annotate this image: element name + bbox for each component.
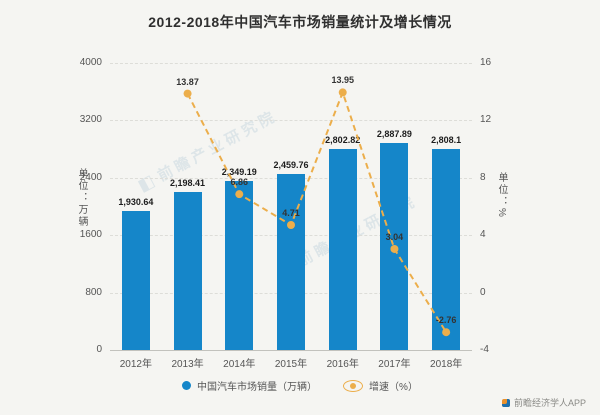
chart-title: 2012-2018年中国汽车市场销量统计及增长情况: [148, 14, 452, 30]
legend-label: 中国汽车市场销量（万辆）: [197, 382, 318, 393]
x-axis-label: 2018年: [430, 359, 463, 370]
y-axis-tick-left: 4000: [79, 57, 102, 68]
y-axis-tick-left: 1600: [79, 229, 102, 241]
right-axis-unit-label: 单位：%: [496, 172, 507, 219]
line-point-label: 4.71: [282, 208, 300, 218]
left-axis-unit-label: 单位：万辆: [76, 168, 87, 228]
line-point-label: 3.04: [385, 231, 404, 242]
x-axis-label: 2014年: [223, 359, 256, 370]
x-axis-label: 2015年: [274, 359, 308, 370]
bar-value-label: 2,198.41: [170, 178, 206, 189]
legend-item-growth: 增速（%）: [343, 378, 418, 393]
y-axis-tick-right: 12: [480, 114, 492, 126]
bar-value-label: 2,349.19: [221, 167, 257, 178]
legend-item-sales: 中国汽车市场销量（万辆）: [182, 378, 317, 393]
line-point-label: 13.95: [331, 75, 354, 86]
y-axis-tick-left: 800: [85, 286, 102, 298]
bar-value-label: 2,459.76: [273, 159, 309, 170]
y-axis-tick-right: 16: [480, 57, 492, 68]
source-logo-icon: [501, 398, 510, 407]
line-point-marker: [390, 244, 399, 253]
legend-label: 增速（%）: [369, 382, 418, 393]
y-axis-tick-left: 0: [96, 344, 102, 355]
line-point-marker: [338, 88, 347, 97]
line-point-label: 6.86: [230, 177, 249, 188]
bar: [225, 181, 254, 350]
source-text: 前瞻经济学人APP: [513, 398, 586, 408]
bar-value-label: 2,887.89: [376, 128, 412, 139]
bar: [121, 211, 150, 350]
grid-line: [110, 63, 472, 64]
x-axis-label: 2016年: [326, 359, 359, 370]
y-axis-tick-right: 0: [480, 286, 486, 298]
line-series-marker-icon: [343, 379, 364, 392]
bar-series-marker-icon: [182, 381, 192, 390]
legend: 中国汽车市场销量（万辆） 增速（%）: [0, 378, 600, 393]
bar: [328, 148, 357, 350]
y-axis-tick-left: 3200: [79, 114, 102, 126]
y-axis-tick-right: 8: [480, 171, 486, 183]
grid-line: [110, 120, 472, 122]
line-point-marker: [235, 190, 244, 199]
bar-value-label: 1,930.64: [118, 197, 154, 208]
source-note: 前瞻经济学人APP: [501, 396, 586, 409]
x-axis-label: 2012年: [119, 359, 152, 370]
y-axis-tick-right: 4: [480, 229, 486, 241]
bar-value-label: 2,808.1: [431, 134, 462, 145]
grid-line: [110, 350, 472, 351]
growth-line-path: [186, 89, 447, 333]
line-point-marker: [183, 89, 192, 98]
y-axis-tick-left: 2400: [79, 171, 102, 183]
line-point-label: -2.76: [435, 315, 457, 326]
x-axis-label: 2017年: [378, 359, 411, 370]
y-axis-tick-right: -4: [480, 344, 489, 355]
bar: [173, 192, 202, 350]
line-point-marker: [287, 221, 295, 230]
x-axis-label: 2013年: [171, 359, 204, 370]
bar-value-label: 2,802.82: [325, 134, 361, 145]
bar: [277, 173, 305, 350]
line-point-label: 13.87: [176, 76, 199, 87]
growth-line-svg: [183, 88, 451, 337]
line-point-marker: [442, 328, 451, 337]
